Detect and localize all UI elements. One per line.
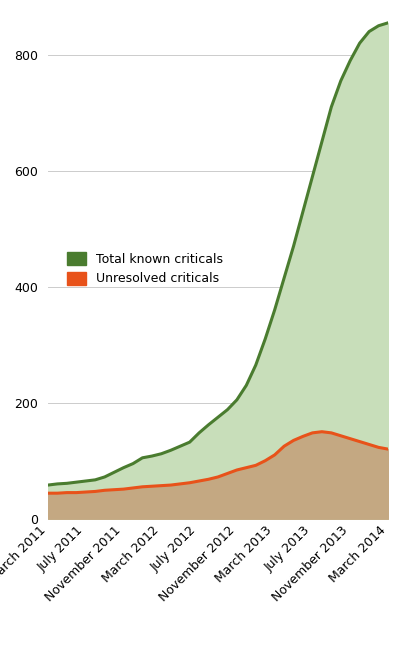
Legend: Total known criticals, Unresolved criticals: Total known criticals, Unresolved critic… [61, 245, 229, 292]
